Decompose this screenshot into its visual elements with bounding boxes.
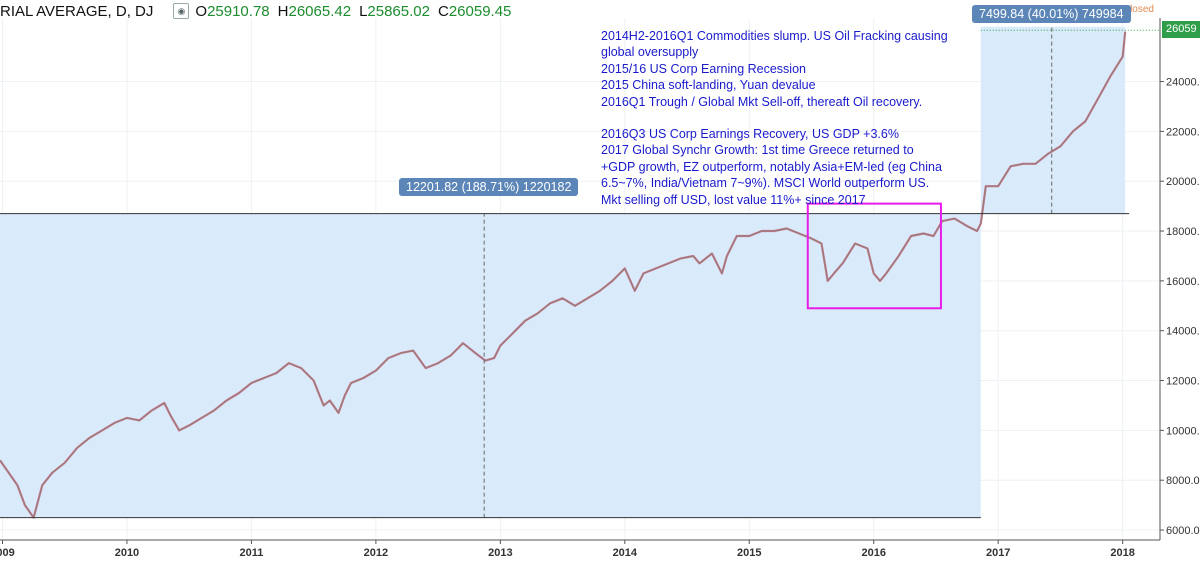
note-line: 2014H2-2016Q1 Commodities slump. US Oil … <box>601 29 948 43</box>
y-tick-label: 12000.00 <box>1166 376 1200 388</box>
ohlc-close-value: 26059.45 <box>448 2 512 20</box>
price-line-detail <box>0 31 1126 518</box>
y-tick-label: 14000.00 <box>1166 326 1200 338</box>
x-tick-label: 2015 <box>737 547 761 559</box>
note-line: 6.5~7%, India/Vietnam 7~9%). MSCI World … <box>601 176 930 191</box>
note-line: 2016Q1 Trough / Global Mkt Sell-off, the… <box>601 94 923 109</box>
x-tick-label: 2012 <box>364 547 388 559</box>
range2-area <box>980 26 1126 214</box>
note-line: Mkt selling off USD, lost value 11%+ sin… <box>601 192 866 207</box>
y-tick-label: 24000.00 <box>1166 77 1200 89</box>
eye-icon[interactable]: ◉ <box>173 3 190 19</box>
note-line: 2017 Global Synchr Growth: 1st time Gree… <box>601 143 914 158</box>
y-tick-label: 6000.00 <box>1166 525 1200 537</box>
axes: 6000.00 8000.00 10000.00 12000.00 14000.00 16… <box>0 18 1200 559</box>
y-tick-label: 10000.00 <box>1166 425 1200 437</box>
y-tick-label: 16000.00 <box>1166 276 1200 288</box>
price-series <box>0 31 1127 519</box>
range-areas <box>0 26 1126 518</box>
note-line <box>601 110 981 126</box>
chart-header: RIAL AVERAGE, D, DJ ◉ O25910.78 H26065.4… <box>0 0 519 22</box>
range2-badge[interactable]: 7499.84 (40.01%) 749984 <box>972 5 1131 23</box>
annotation-notes: 2014H2-2016Q1 Commodities slump. US Oil … <box>601 28 981 208</box>
ohlc-close-label: C <box>437 2 449 20</box>
ohlc-low-label: L <box>359 2 368 20</box>
highlight-box <box>806 202 942 310</box>
y-tick-label: 22000.00 <box>1166 126 1200 138</box>
x-tick-label: 2016 <box>861 547 885 559</box>
ohlc-high-label: H <box>277 2 289 20</box>
x-tick-label: 2013 <box>488 547 512 559</box>
x-tick-label: 2018 <box>1110 547 1134 559</box>
ohlc-high-value: 26065.42 <box>288 2 352 20</box>
ohlc-open-label: O <box>195 2 208 20</box>
last-price-tag: 26059 <box>1162 21 1200 38</box>
annotation-overlay <box>0 26 1160 519</box>
y-tick-label: 18000.00 <box>1166 226 1200 238</box>
note-line: 2015 China soft-landing, Yuan devalue <box>601 78 816 93</box>
x-tick-label: 2010 <box>115 547 139 559</box>
ohlc-low: L25865.02 <box>359 3 430 20</box>
watermark-text: Closed <box>1122 4 1154 15</box>
ohlc-open-value: 25910.78 <box>207 2 270 20</box>
note-line: +GDP growth, EZ outperform, notably Asia… <box>601 159 942 174</box>
ohlc-high: H26065.42 <box>278 3 351 20</box>
x-tick-label: 2009 <box>0 547 15 559</box>
ohlc-open: O25910.78 <box>195 3 269 20</box>
ohlc-close: C26059.45 <box>438 3 511 20</box>
range1-area <box>0 213 981 518</box>
y-tick-label: 8000.00 <box>1166 475 1200 487</box>
note-line: global oversupply <box>601 45 699 60</box>
y-tick-label: 20000.00 <box>1166 176 1200 188</box>
range1-badge[interactable]: 12201.82 (188.71%) 1220182 <box>399 178 579 196</box>
x-tick-label: 2017 <box>986 547 1010 559</box>
x-tick-label: 2011 <box>239 547 263 559</box>
note-line: 2016Q3 US Corp Earnings Recovery, US GDP… <box>601 127 899 142</box>
symbol-title[interactable]: RIAL AVERAGE, D, DJ <box>0 2 154 20</box>
note-line: 2015/16 US Corp Earning Recession <box>601 61 806 76</box>
ohlc-low-value: 25865.02 <box>367 2 430 20</box>
x-tick-label: 2014 <box>613 547 638 559</box>
